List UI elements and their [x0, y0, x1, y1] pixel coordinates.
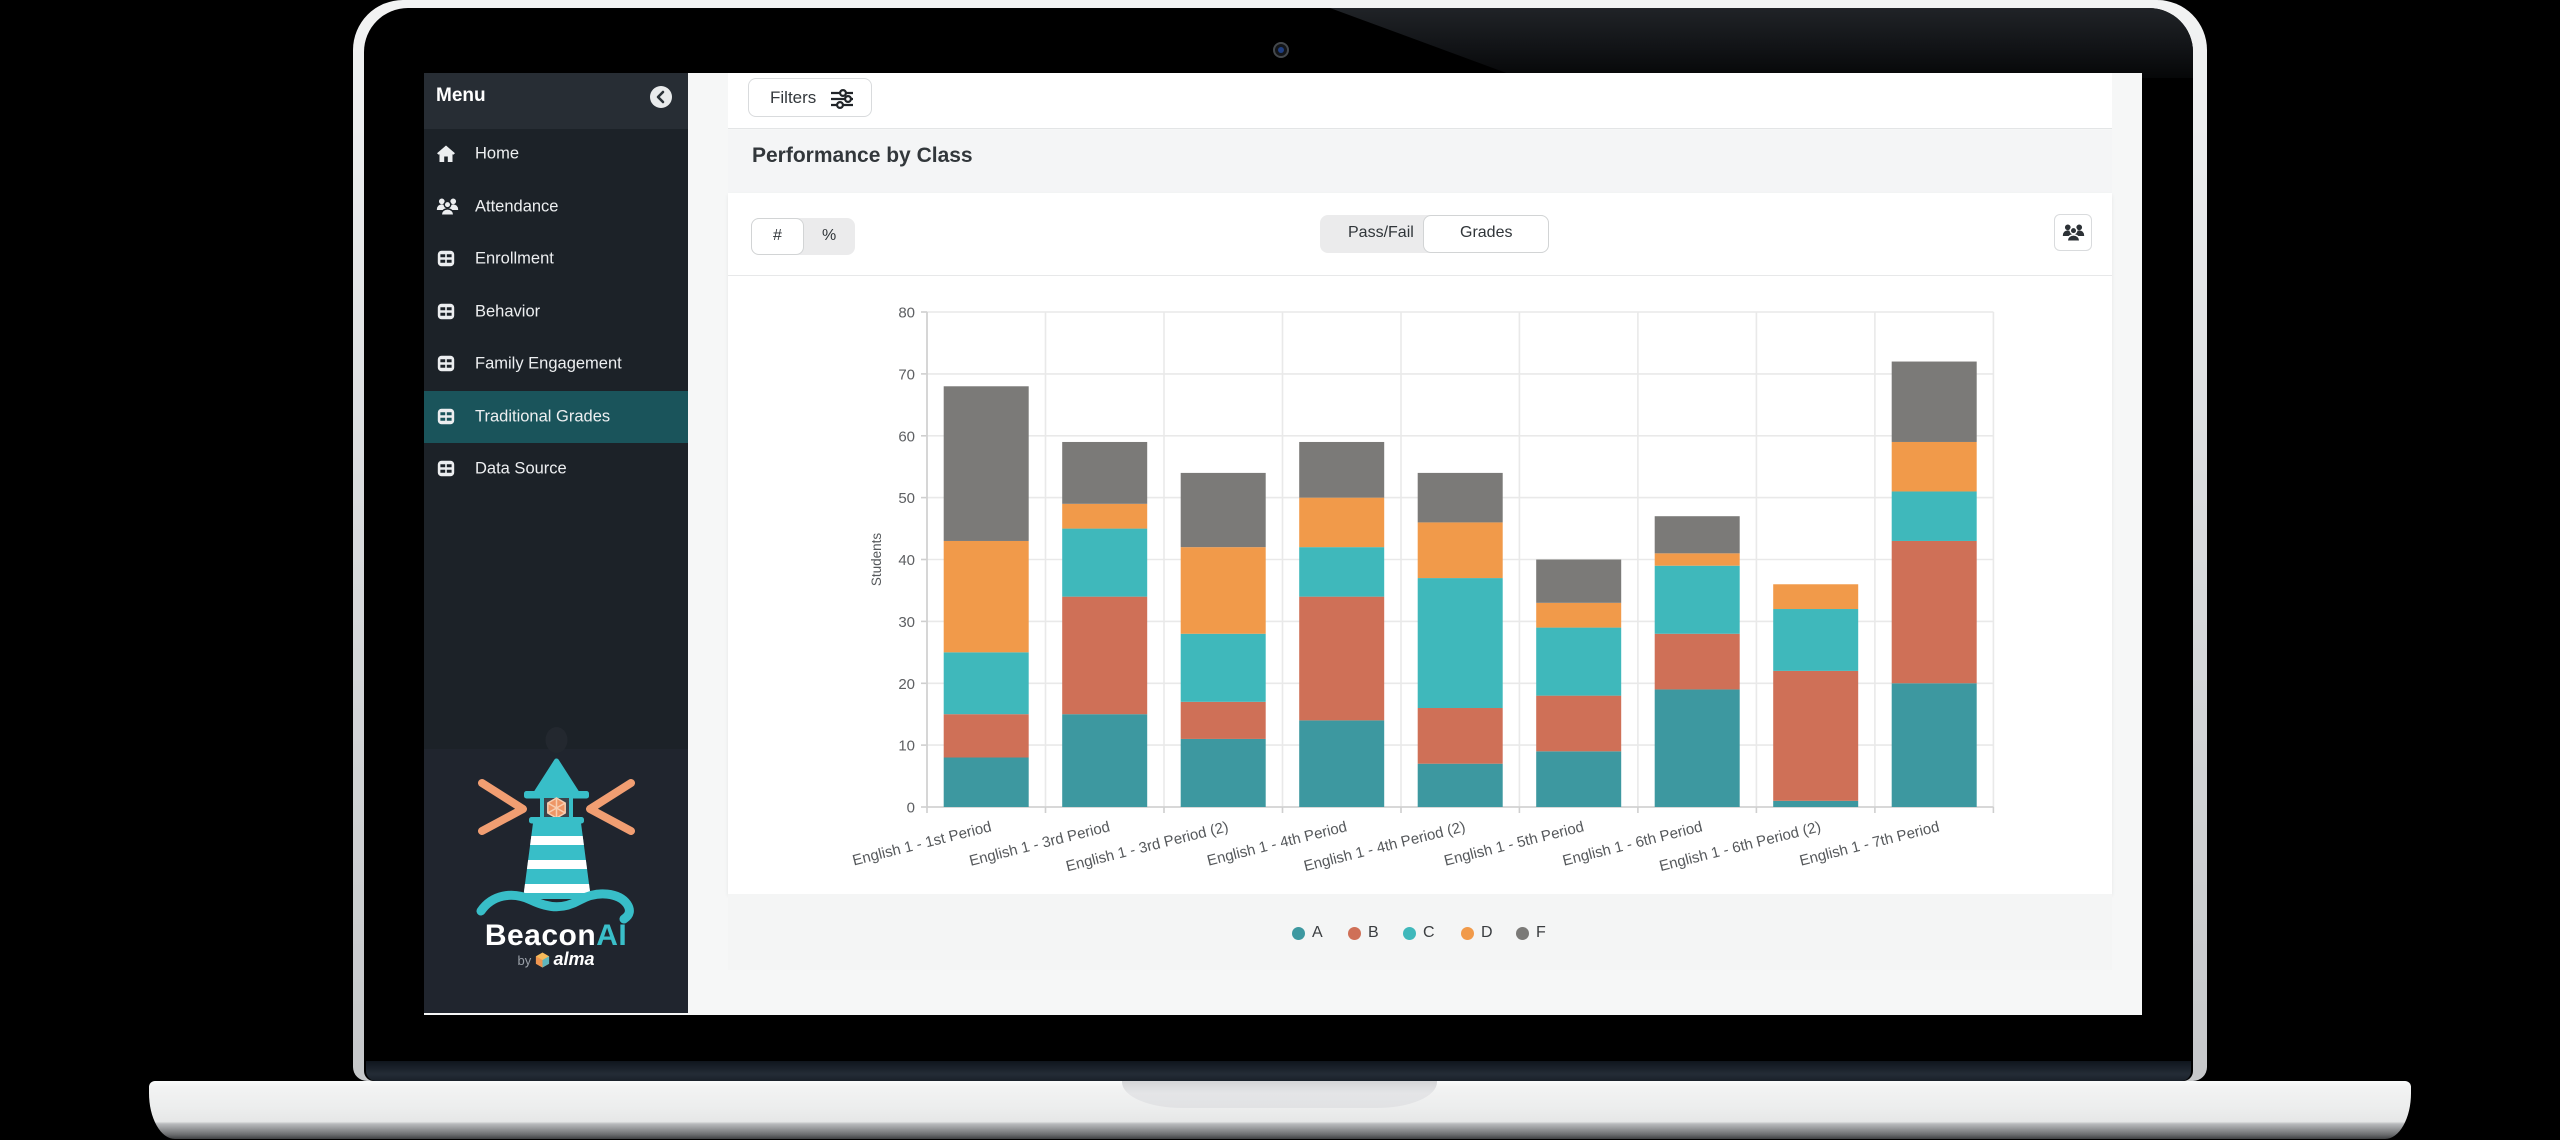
- svg-text:70: 70: [898, 366, 915, 383]
- svg-text:10: 10: [898, 738, 915, 755]
- svg-text:0: 0: [907, 800, 915, 817]
- svg-text:20: 20: [898, 676, 915, 693]
- svg-text:30: 30: [898, 614, 915, 631]
- svg-text:40: 40: [898, 552, 915, 569]
- svg-text:50: 50: [898, 490, 915, 507]
- svg-text:80: 80: [898, 305, 915, 322]
- svg-text:Students: Students: [869, 533, 884, 587]
- svg-text:60: 60: [898, 428, 915, 445]
